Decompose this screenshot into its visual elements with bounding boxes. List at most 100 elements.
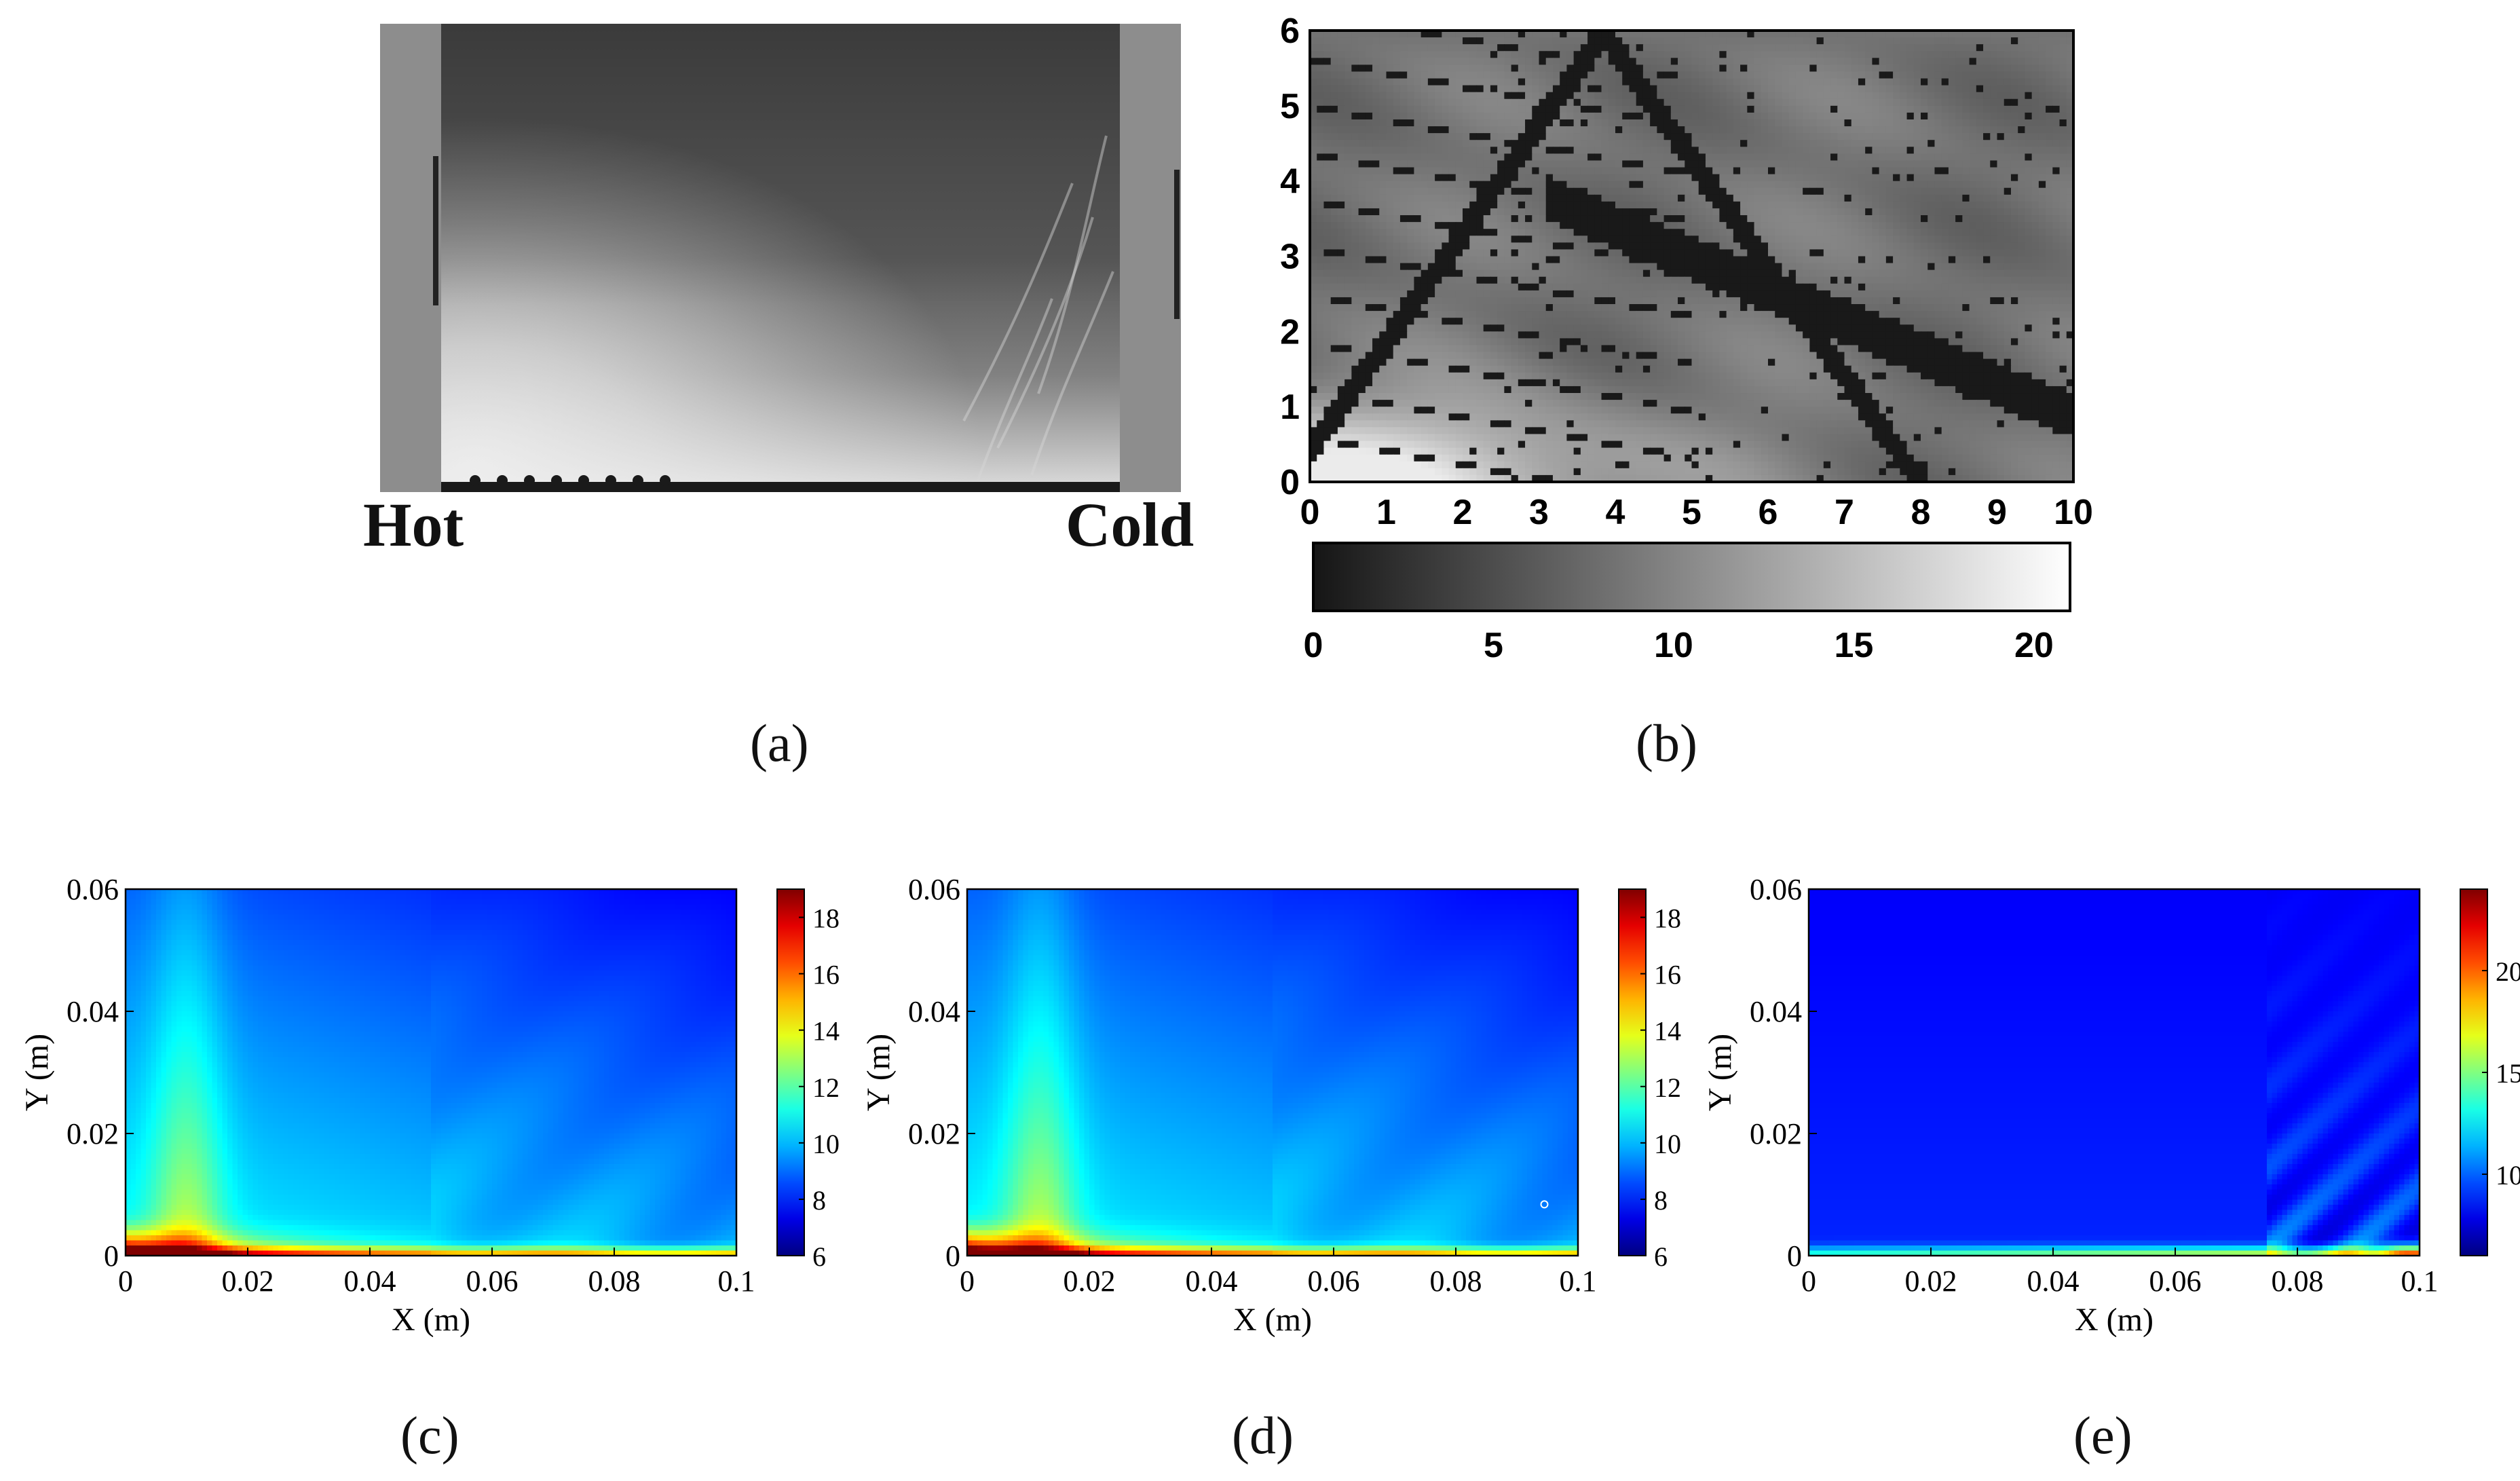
panel-e-x-tick: 0.04: [2027, 1264, 2080, 1298]
panel-b-x-tick: 2: [1453, 493, 1473, 532]
panel-b-x-tick: 6: [1759, 493, 1778, 532]
panel-e-xlabel: X (m): [2075, 1302, 2154, 1338]
panel-b-y-tick: 0: [1280, 463, 1300, 502]
panel-d-y-tick: 0.06: [908, 873, 960, 906]
panel-c-xlabel: X (m): [392, 1302, 470, 1338]
panel-b-colorbar-tick: 5: [1484, 626, 1503, 665]
panel-b-x-tick: 9: [1987, 493, 2007, 532]
panel-d-colorbar-tick: 18: [1654, 903, 1681, 934]
panel-a-photo: [380, 24, 1181, 492]
panel-c-colorbar-tick: 18: [812, 903, 840, 934]
panel-c-y-tick: 0.06: [67, 873, 119, 906]
panel-c-colorbar-tick: 8: [812, 1185, 826, 1216]
panel-e-x-tick: 0.1: [2401, 1264, 2439, 1298]
panel-d-xlabel: X (m): [1233, 1302, 1312, 1338]
panel-c-ylabel: Y (m): [19, 1034, 55, 1111]
panel-e-y-tick: 0.04: [1750, 995, 1802, 1028]
panel-c-x-tick: 0.08: [588, 1264, 641, 1298]
panel-d-y-tick: 0: [945, 1239, 960, 1273]
panel-c-x-tick: 0: [118, 1264, 133, 1298]
panel-d-field: [967, 889, 1579, 1256]
panel-d-y-tick: 0.02: [908, 1117, 960, 1150]
caption-d: (d): [1232, 1405, 1294, 1466]
panel-c-plot: 0 0.02 0.04 0.06 0.08 0.1 0 0.02 0.04 0.06 X (m) Y …: [19, 873, 840, 1338]
panel-e-frame: [1807, 888, 2421, 1257]
panel-b: 0 1 2 3 4 5 6 7 8 9 10 0 1 2 3 4 5 6 0 5 10 15 20: [1262, 0, 2145, 679]
panel-e-y-tick: 0.06: [1750, 873, 1802, 906]
panel-d-plot: 0 0.02 0.04 0.06 0.08 0.1 0 0.02 0.04 0.06 X (m) Y …: [861, 873, 1681, 1338]
panel-d-x-tick: 0.06: [1308, 1264, 1360, 1298]
panel-e: 0 0.02 0.04 0.06 0.08 0.1 0 0.02 0.04 0.06 X (m) Y …: [1683, 862, 2520, 1371]
panel-b-y-tick: 3: [1280, 238, 1300, 277]
cold-wall: [1120, 24, 1181, 492]
panel-d-colorbar-tick: 14: [1654, 1016, 1681, 1047]
panel-b-x-tick: 7: [1835, 493, 1854, 532]
panel-e-x-tick: 0: [1801, 1264, 1816, 1298]
panel-d-x-tick: 0.02: [1064, 1264, 1116, 1298]
panel-c-field: [126, 889, 737, 1256]
panel-c-x-tick: 0.06: [466, 1264, 519, 1298]
panel-d-x-tick: 0.1: [1560, 1264, 1597, 1298]
panel-d-x-tick: 0: [960, 1264, 975, 1298]
panel-e-colorbar-tick: 20: [2496, 956, 2520, 987]
panel-c-y-tick: 0: [104, 1239, 119, 1273]
panel-e-colorbar-tick: 10: [2496, 1160, 2520, 1191]
panel-d-ylabel: Y (m): [861, 1034, 897, 1111]
panel-b-x-tick: 1: [1376, 493, 1396, 532]
caption-b: (b): [1636, 713, 1697, 774]
panel-c-colorbar-tick: 10: [812, 1129, 840, 1159]
panel-d-colorbar: [1618, 888, 1647, 1256]
caption-e: (e): [2073, 1405, 2132, 1466]
panel-b-colorbar: [1312, 542, 2071, 612]
panel-e-colorbar-tick: 15: [2496, 1058, 2520, 1089]
panel-d-colorbar-tick: 6: [1654, 1241, 1668, 1272]
panel-c-x-tick: 0.1: [718, 1264, 755, 1298]
panel-b-frame: [1309, 29, 2075, 483]
panel-c-colorbar-tick: 16: [812, 960, 840, 990]
panel-d-colorbar-tick: 10: [1654, 1129, 1681, 1159]
panel-c-colorbar: [776, 888, 805, 1256]
panel-c-colorbar-tick: 12: [812, 1072, 840, 1103]
panel-e-x-tick: 0.02: [1905, 1264, 1957, 1298]
caption-a: (a): [750, 713, 809, 774]
panel-c-y-tick: 0.04: [67, 995, 119, 1028]
panel-e-y-tick: 0.02: [1750, 1117, 1802, 1150]
panel-d-x-tick: 0.08: [1430, 1264, 1482, 1298]
panel-e-y-tick: 0: [1787, 1239, 1802, 1273]
panel-d-y-tick: 0.04: [908, 995, 960, 1028]
panel-b-colorbar-tick: 10: [1654, 626, 1693, 665]
panel-b-y-tick: 4: [1280, 162, 1300, 202]
panel-d-colorbar-tick: 12: [1654, 1072, 1681, 1103]
panel-d-frame: [966, 888, 1579, 1257]
panel-c-colorbar-tick: 6: [812, 1241, 826, 1272]
panel-d-marker: [1540, 1200, 1549, 1209]
panel-c-y-tick: 0.02: [67, 1117, 119, 1150]
panel-c-x-tick: 0.04: [344, 1264, 396, 1298]
panel-d: 0 0.02 0.04 0.06 0.08 0.1 0 0.02 0.04 0.06 X (m) Y …: [842, 862, 1683, 1371]
panel-b-colorbar-tick: 0: [1304, 626, 1323, 665]
panel-e-plot: 0 0.02 0.04 0.06 0.08 0.1 0 0.02 0.04 0.06 X (m) Y …: [1702, 873, 2520, 1338]
panel-e-x-tick: 0.08: [2272, 1264, 2324, 1298]
panel-d-colorbar-tick: 16: [1654, 960, 1681, 990]
panel-b-colorbar-tick: 15: [1835, 626, 1874, 665]
panel-e-ylabel: Y (m): [1702, 1034, 1738, 1111]
panel-b-x-tick: 8: [1911, 493, 1931, 532]
hot-wall: [380, 24, 441, 492]
panel-b-x-tick: 3: [1529, 493, 1549, 532]
panel-c-x-tick: 0.02: [222, 1264, 274, 1298]
panel-b-x-tick: 10: [2054, 493, 2093, 532]
panel-b-colorbar-tick: 20: [2014, 626, 2054, 665]
panel-c-frame: [124, 888, 738, 1257]
hot-label: Hot: [363, 489, 464, 561]
panel-b-x-tick: 5: [1682, 493, 1701, 532]
cold-label: Cold: [1066, 489, 1194, 561]
panel-e-field: [1809, 889, 2420, 1256]
panel-d-x-tick: 0.04: [1186, 1264, 1238, 1298]
panel-b-x-tick: 4: [1606, 493, 1625, 532]
caption-c: (c): [400, 1405, 459, 1466]
panel-b-x-tick: 0: [1300, 493, 1320, 532]
panel-c: 0 0.02 0.04 0.06 0.08 0.1 0 0.02 0.04 0.06 X (m) Y …: [0, 862, 842, 1371]
panel-b-y-tick: 5: [1280, 87, 1300, 126]
panel-c-colorbar-tick: 14: [812, 1016, 840, 1047]
panel-b-y-tick: 1: [1280, 388, 1300, 427]
